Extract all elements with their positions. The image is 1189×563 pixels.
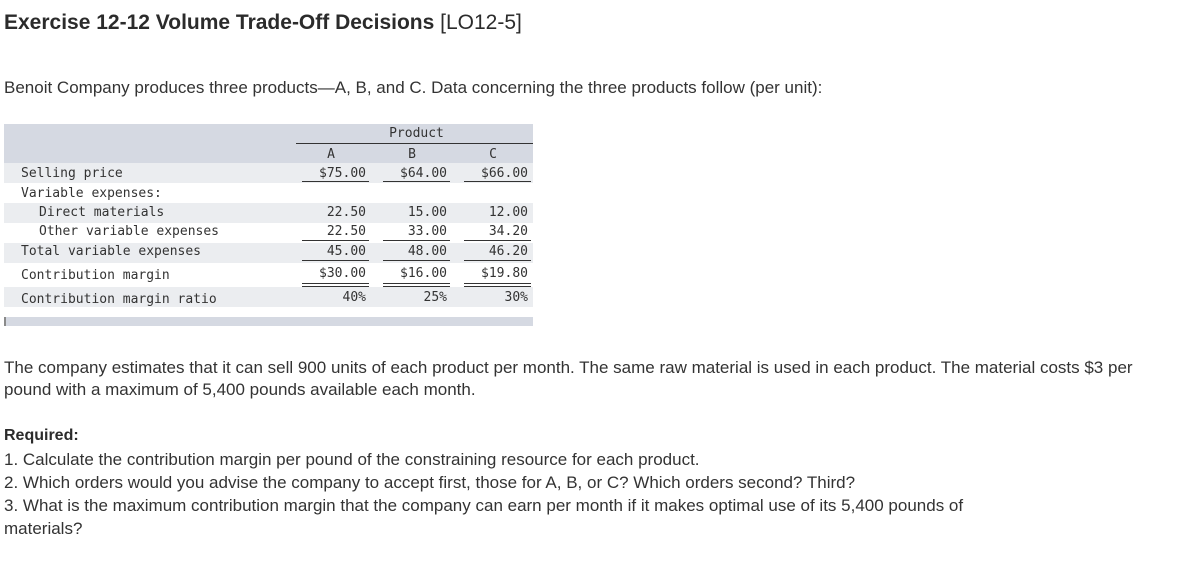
- contribution-margin-ratio-c: 30%: [504, 290, 528, 305]
- table-footer-edge: [4, 317, 6, 326]
- total-rule-c: [464, 260, 531, 261]
- other-variable-expenses-a: 22.50: [326, 224, 366, 239]
- table-row-band: [4, 203, 533, 223]
- column-header-b: B: [408, 147, 416, 162]
- other-variable-expenses-c: 34.20: [488, 224, 528, 239]
- group-header-rule: [296, 143, 533, 144]
- total-variable-expenses-b: 48.00: [407, 244, 447, 259]
- selling-price-underline-b: [383, 181, 450, 182]
- margin-double-rule-a-top: [302, 283, 369, 284]
- direct-materials-b: 15.00: [407, 205, 447, 220]
- margin-double-rule-c-bottom: [464, 286, 531, 287]
- row-label-direct-materials: Direct materials: [39, 205, 165, 220]
- exercise-title-text: Exercise 12-12 Volume Trade-Off Decision…: [4, 11, 435, 34]
- selling-price-b: $64.00: [400, 166, 447, 181]
- margin-double-rule-c-top: [464, 283, 531, 284]
- required-item-2: 2. Which orders would you advise the com…: [4, 473, 856, 492]
- row-label-other-variable-expenses: Other variable expenses: [39, 224, 220, 239]
- total-variable-expenses-a: 45.00: [326, 244, 366, 259]
- product-group-header: Product: [389, 126, 444, 141]
- row-label-selling-price: Selling price: [21, 166, 123, 181]
- required-item-3-continued: materials?: [4, 519, 83, 538]
- contribution-margin-a: $30.00: [319, 266, 366, 281]
- margin-double-rule-b-bottom: [383, 286, 450, 287]
- row-label-variable-expenses: Variable expenses:: [21, 186, 162, 201]
- contribution-margin-c: $19.80: [481, 266, 528, 281]
- selling-price-a: $75.00: [319, 166, 366, 181]
- product-data-table: Product A B C Selling price $75.00 $64.0…: [4, 124, 533, 326]
- required-heading: Required:: [4, 427, 79, 444]
- table-footer-background: [4, 317, 533, 326]
- selling-price-c: $66.00: [481, 166, 528, 181]
- estimate-paragraph: The company estimates that it can sell 9…: [4, 358, 1133, 399]
- total-variable-expenses-c: 46.20: [488, 244, 528, 259]
- margin-double-rule-a-bottom: [302, 286, 369, 287]
- row-label-total-variable-expenses: Total variable expenses: [21, 244, 202, 259]
- selling-price-underline-c: [464, 181, 531, 182]
- subtotal-rule-a: [302, 240, 369, 241]
- column-header-a: A: [327, 147, 335, 162]
- margin-double-rule-b-top: [383, 283, 450, 284]
- contribution-margin-ratio-b: 25%: [423, 290, 447, 305]
- direct-materials-a: 22.50: [326, 205, 366, 220]
- required-item-3: 3. What is the maximum contribution marg…: [4, 496, 964, 515]
- contribution-margin-ratio-a: 40%: [342, 290, 366, 305]
- table-row-band: [4, 243, 533, 263]
- table-row-band: [4, 287, 533, 307]
- learning-objective-tag: [LO12-5]: [440, 11, 522, 34]
- subtotal-rule-c: [464, 240, 531, 241]
- subtotal-rule-b: [383, 240, 450, 241]
- row-label-contribution-margin-ratio: Contribution margin ratio: [21, 292, 217, 307]
- direct-materials-c: 12.00: [488, 205, 528, 220]
- table-row-band: [4, 163, 533, 183]
- total-rule-a: [302, 260, 369, 261]
- other-variable-expenses-b: 33.00: [407, 224, 447, 239]
- required-item-1: 1. Calculate the contribution margin per…: [4, 450, 700, 469]
- intro-text: Benoit Company produces three products—A…: [4, 78, 823, 97]
- total-rule-b: [383, 260, 450, 261]
- exercise-title: Exercise 12-12 Volume Trade-Off Decision…: [4, 11, 522, 35]
- row-label-contribution-margin: Contribution margin: [21, 268, 170, 283]
- column-header-c: C: [489, 147, 497, 162]
- selling-price-underline-a: [302, 181, 369, 182]
- contribution-margin-b: $16.00: [400, 266, 447, 281]
